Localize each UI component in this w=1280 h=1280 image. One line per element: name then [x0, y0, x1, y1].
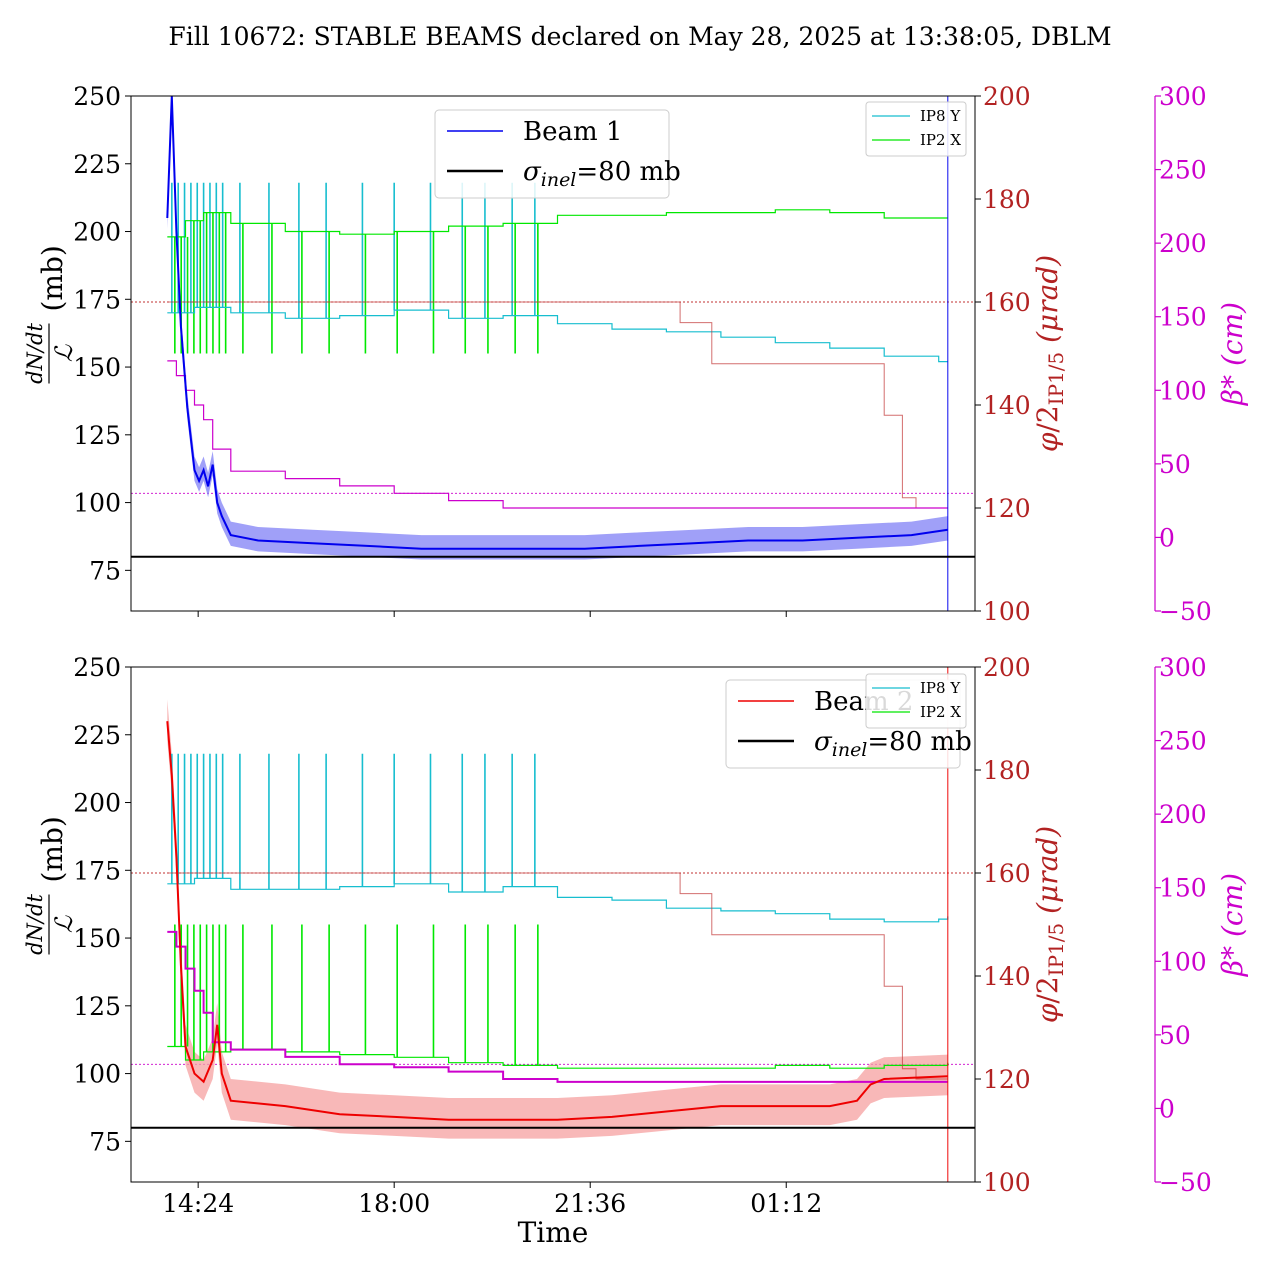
crossing-angle-line — [167, 872, 948, 1080]
plot-frame — [130, 95, 976, 612]
plot-frame — [130, 666, 976, 1183]
legend-ref-label: σinel=80 mb — [523, 157, 681, 191]
legend-ip8y-label: IP8 Y — [920, 107, 961, 125]
chart-title: Fill 10672: STABLE BEAMS declared on May… — [168, 22, 1111, 51]
y2-tick-label: 120 — [983, 494, 1031, 523]
y3-tick-label: 0 — [1159, 1094, 1175, 1123]
y-tick-label: 125 — [73, 421, 121, 450]
y3-tick-label: −50 — [1159, 597, 1212, 626]
y-axis-label: dN/dt ℒ (mb) — [23, 816, 78, 955]
y-label-numerator: dN/dt — [23, 894, 47, 955]
ip8y-line — [167, 877, 949, 923]
plot-area — [131, 667, 975, 1182]
y-label-numerator: dN/dt — [23, 323, 47, 384]
y2-axis-label: φ/2IP1/5 (μrad) — [1031, 255, 1068, 452]
y2-axis-label: φ/2IP1/5 (μrad) — [1031, 826, 1068, 1023]
y3-tick-label: 200 — [1159, 800, 1207, 829]
legend-ref-label: σinel=80 mb — [814, 727, 972, 761]
y3-tick-label: 250 — [1159, 727, 1207, 756]
y2-tick-label: 200 — [983, 82, 1031, 111]
y2-tick-label: 140 — [983, 962, 1031, 991]
beam-line — [166, 721, 948, 1121]
y-tick-label: 200 — [73, 789, 121, 818]
y-axis-label: dN/dt ℒ (mb) — [23, 245, 78, 384]
y-tick-label: 200 — [73, 218, 121, 247]
legend-small: IP8 Y IP2 X — [865, 673, 967, 729]
x-tick-label: 01:12 — [750, 1189, 822, 1218]
y-tick-label: 125 — [73, 992, 121, 1021]
y-label-unit: (mb) — [36, 816, 69, 882]
y-label-denominator: ℒ — [50, 915, 78, 933]
y2-tick-label: 180 — [983, 756, 1031, 785]
ip2x-line — [167, 209, 948, 238]
legend-ip2x-label: IP2 X — [920, 703, 961, 721]
legend-small: IP8 Y IP2 X — [865, 101, 967, 157]
legend-ip8y-label: IP8 Y — [920, 679, 961, 697]
y-tick-label: 250 — [73, 653, 121, 682]
y-tick-label: 100 — [73, 489, 121, 518]
y3-tick-label: 100 — [1159, 947, 1207, 976]
beta-star-line — [167, 360, 948, 509]
y2-tick-label: 180 — [983, 185, 1031, 214]
y3-tick-label: 300 — [1159, 653, 1207, 682]
y3-tick-label: 200 — [1159, 229, 1207, 258]
plot-area — [131, 96, 975, 611]
y-tick-label: 150 — [73, 924, 121, 953]
y2-tick-label: 160 — [983, 288, 1031, 317]
y3-tick-label: 150 — [1159, 303, 1207, 332]
x-tick-label: 21:36 — [554, 1189, 626, 1218]
y-tick-label: 100 — [73, 1060, 121, 1089]
ip2x-line — [167, 1045, 949, 1069]
y2-tick-label: 100 — [983, 1168, 1031, 1197]
y3-tick-label: 250 — [1159, 156, 1207, 185]
y3-tick-label: 50 — [1159, 450, 1191, 479]
y2-tick-label: 200 — [983, 653, 1031, 682]
y-tick-label: 225 — [73, 150, 121, 179]
y3-axis-label: β* (cm) — [1216, 873, 1249, 977]
y-tick-label: 75 — [89, 556, 121, 585]
crossing-angle-line — [167, 301, 948, 509]
beam-line — [166, 96, 948, 550]
y3-tick-label: 300 — [1159, 82, 1207, 111]
y-tick-label: 225 — [73, 721, 121, 750]
panel-top: 75 100 125 150 175 200 225 250 100 120 140 160 180 20… — [23, 82, 1249, 626]
legend-main: Beam 1 σinel=80 mb — [434, 109, 681, 199]
y2-tick-label: 100 — [983, 597, 1031, 626]
y3-tick-label: 150 — [1159, 874, 1207, 903]
x-axis-label: Time — [518, 1216, 589, 1249]
legend-beam-label: Beam 1 — [523, 117, 622, 147]
y2-tick-label: 140 — [983, 391, 1031, 420]
beam-band — [167, 699, 948, 1139]
y-label-denominator: ℒ — [50, 344, 78, 362]
y3-axis-label: β* (cm) — [1216, 302, 1249, 406]
y-tick-label: 150 — [73, 353, 121, 382]
y-tick-label: 175 — [73, 856, 121, 885]
y3-tick-label: 50 — [1159, 1021, 1191, 1050]
y-tick-label: 75 — [89, 1127, 121, 1156]
ip8y-line — [167, 306, 948, 363]
x-tick-label: 18:00 — [358, 1189, 430, 1218]
x-tick-label: 14:24 — [162, 1189, 234, 1218]
legend-ip2x-label: IP2 X — [920, 131, 961, 149]
panel-bottom: 75 100 125 150 175 200 225 250 100 120 140 160 180 20… — [23, 653, 1249, 1218]
y2-tick-label: 120 — [983, 1065, 1031, 1094]
y2-tick-label: 160 — [983, 859, 1031, 888]
y3-tick-label: −50 — [1159, 1168, 1212, 1197]
y-tick-label: 175 — [73, 285, 121, 314]
legend-box — [434, 109, 670, 199]
y-tick-label: 250 — [73, 82, 121, 111]
y3-tick-label: 100 — [1159, 376, 1207, 405]
beta-star-line — [167, 930, 948, 1083]
y3-tick-label: 0 — [1159, 523, 1175, 552]
y-label-unit: (mb) — [36, 245, 69, 311]
